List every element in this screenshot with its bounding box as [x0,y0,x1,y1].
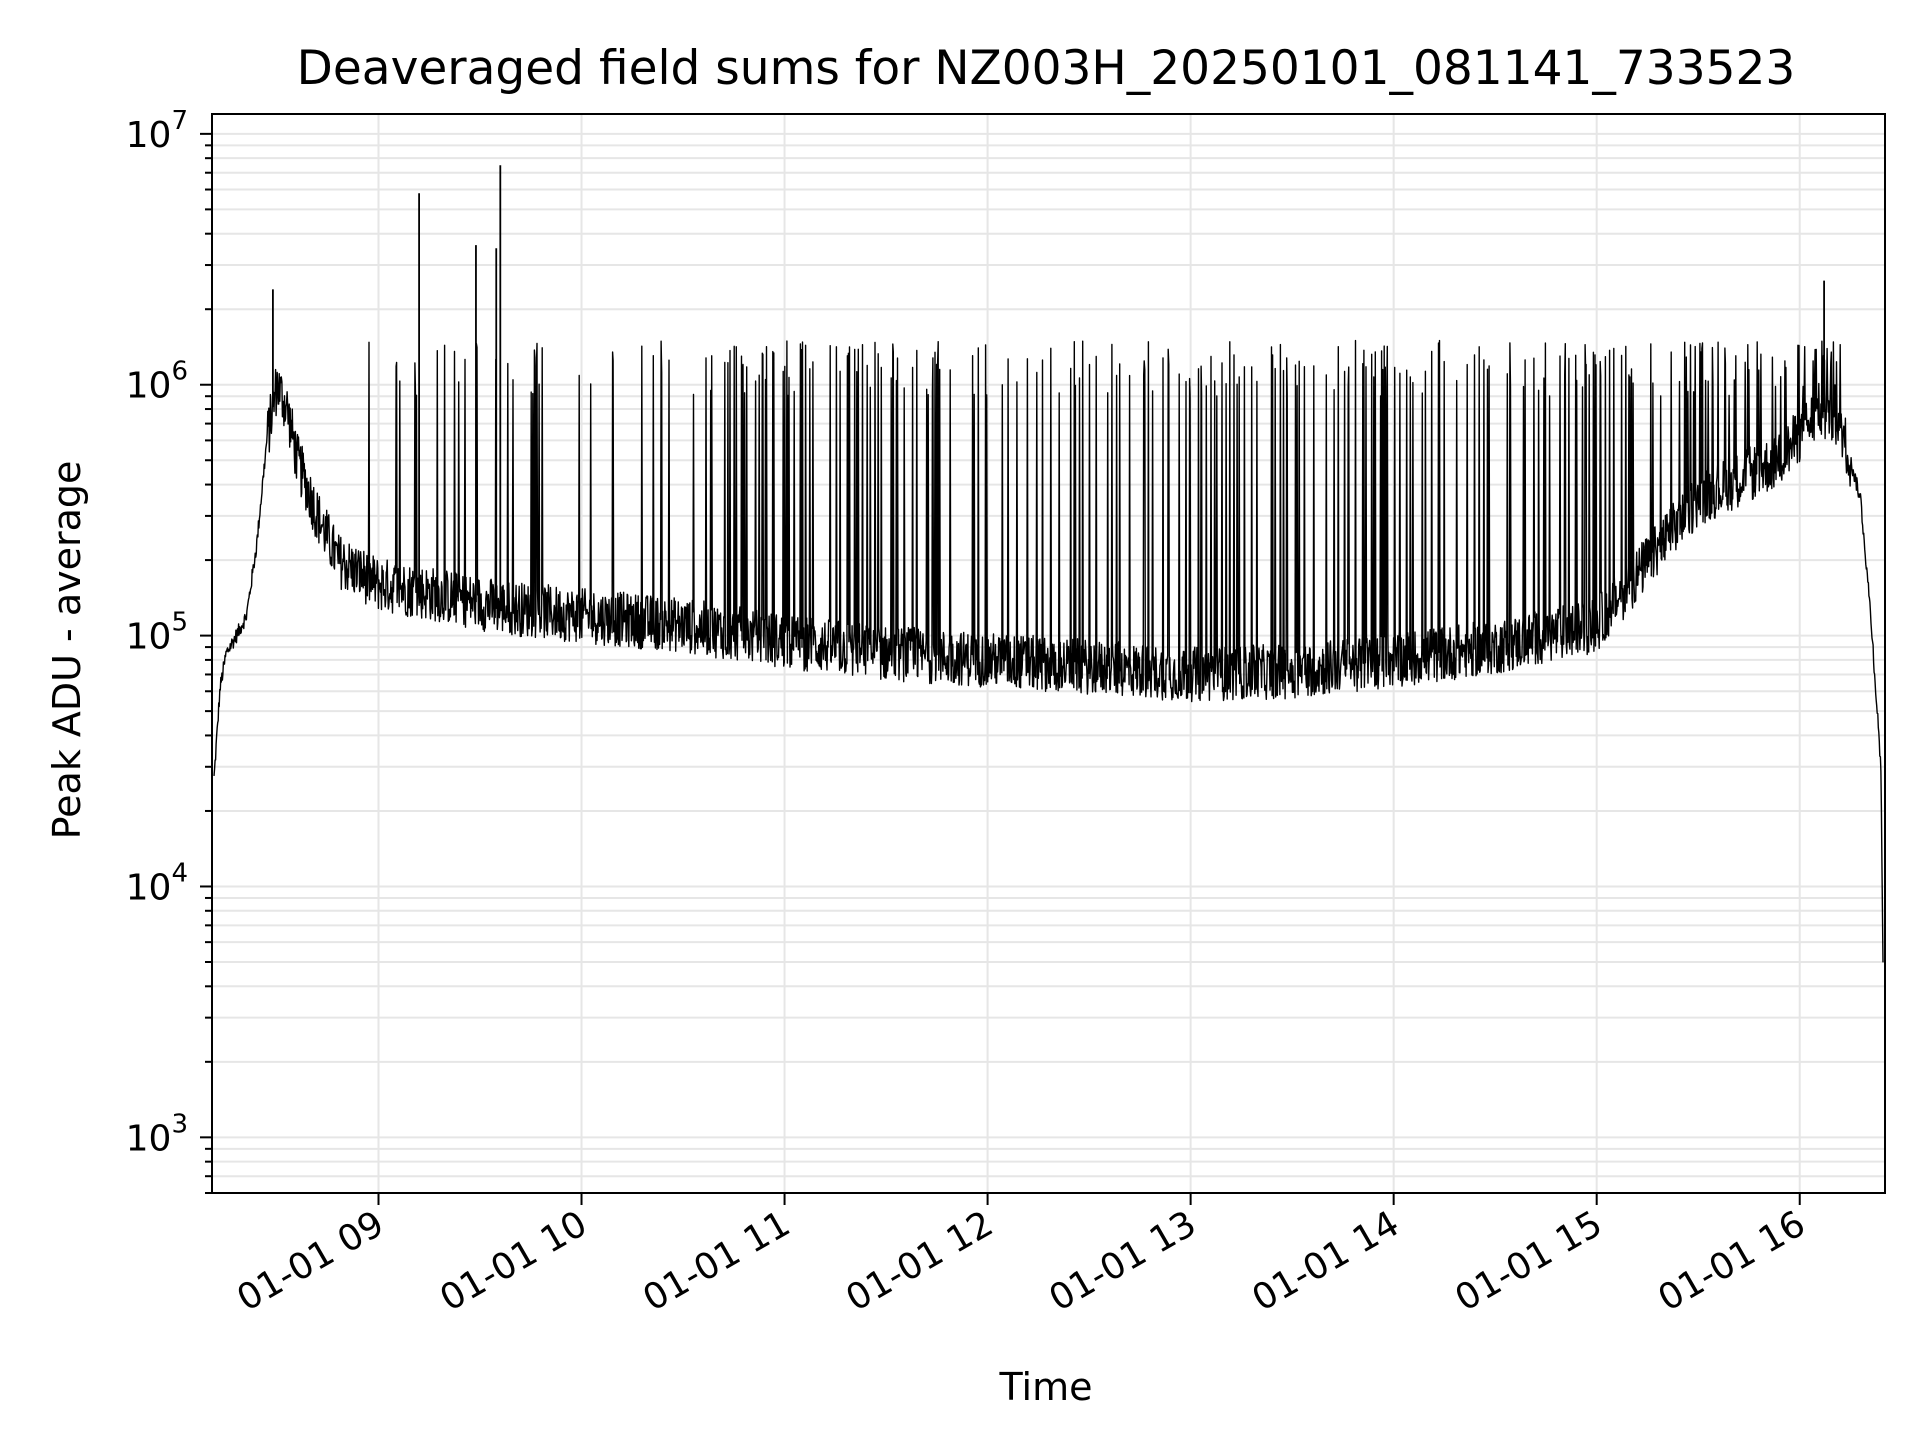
y-tick-label: 107 [126,106,188,156]
y-axis-ticks: 103 104 105 106 107 [126,106,212,1194]
y-tick-label: 104 [126,858,188,908]
y-axis-label: Peak ADU - average [45,461,89,840]
y-tick-label: 106 [126,357,188,407]
grid [212,114,1885,1194]
series-layer [213,165,1884,963]
y-tick-label: 105 [126,608,188,658]
y-tick-label: 103 [126,1109,188,1159]
chart-title: Deaveraged field sums for NZ003H_2025010… [297,41,1796,96]
x-axis-label: Time [999,1365,1093,1409]
plot-frame [211,113,1886,1194]
series-line [213,339,1884,963]
